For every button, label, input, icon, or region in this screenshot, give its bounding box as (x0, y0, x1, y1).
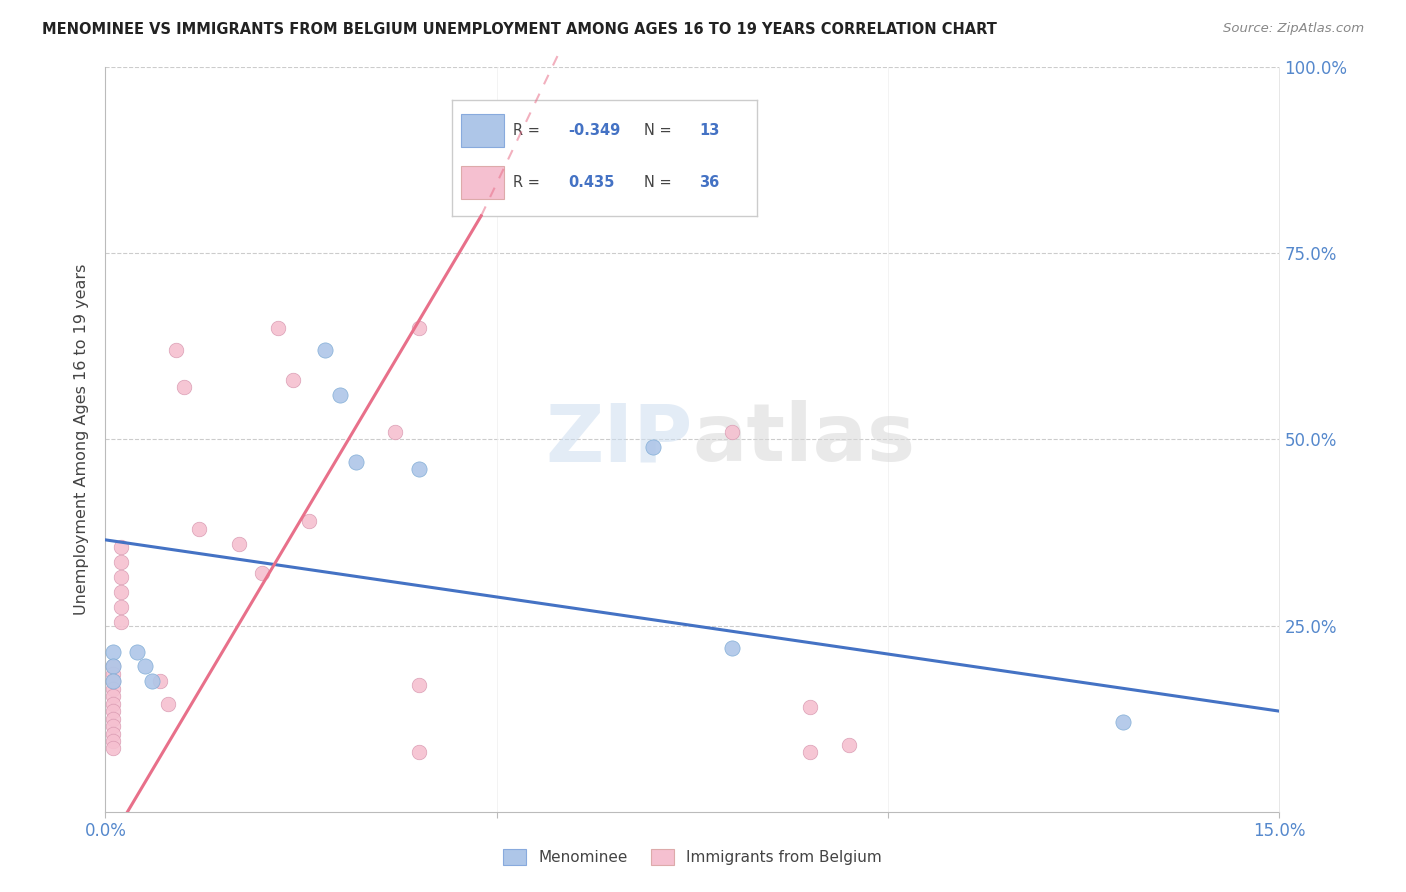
Point (103, 704, 125, 718)
Point (110, 541, 132, 555)
Point (110, 599, 132, 614)
Point (643, 440, 665, 454)
Point (720, 425, 742, 439)
Point (103, 681, 125, 696)
Point (110, 615, 132, 629)
Point (228, 536, 250, 550)
Point (408, 462, 430, 476)
Point (157, 697, 180, 711)
Point (283, 373, 305, 387)
Point (799, 700, 821, 714)
Point (173, 380, 195, 394)
Point (408, 678, 430, 692)
Point (110, 585, 132, 599)
Text: Source: ZipAtlas.com: Source: ZipAtlas.com (1223, 22, 1364, 36)
Point (298, 514, 321, 528)
Point (838, 738, 860, 752)
Point (720, 640, 742, 655)
Point (103, 659, 125, 673)
Point (103, 674, 125, 689)
Point (408, 745, 430, 759)
Point (149, 674, 172, 689)
Point (103, 734, 125, 748)
Point (799, 745, 821, 759)
Point (266, 320, 288, 334)
Point (103, 667, 125, 681)
Point (125, 644, 148, 658)
Point (103, 644, 125, 658)
Point (110, 555, 132, 569)
Point (314, 343, 336, 357)
Point (103, 690, 125, 704)
Point (103, 697, 125, 711)
Point (103, 674, 125, 689)
Point (103, 659, 125, 673)
Point (103, 741, 125, 756)
Point (110, 570, 132, 584)
Point (329, 387, 352, 401)
Point (344, 455, 367, 469)
Point (141, 674, 163, 689)
Point (134, 659, 156, 673)
Point (165, 343, 187, 357)
Point (103, 712, 125, 726)
Text: MENOMINEE VS IMMIGRANTS FROM BELGIUM UNEMPLOYMENT AMONG AGES 16 TO 19 YEARS CORR: MENOMINEE VS IMMIGRANTS FROM BELGIUM UNE… (42, 22, 997, 37)
Point (103, 719, 125, 733)
Legend: Menominee, Immigrants from Belgium: Menominee, Immigrants from Belgium (498, 843, 887, 871)
Point (188, 522, 211, 536)
Text: atlas: atlas (693, 401, 915, 478)
Point (103, 726, 125, 740)
Point (250, 566, 273, 581)
Point (408, 320, 430, 334)
Point (1112, 715, 1135, 730)
Text: ZIP: ZIP (546, 401, 693, 478)
Y-axis label: Unemployment Among Ages 16 to 19 years: Unemployment Among Ages 16 to 19 years (75, 264, 90, 615)
Point (384, 425, 406, 439)
